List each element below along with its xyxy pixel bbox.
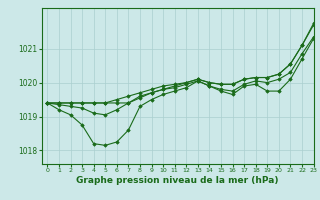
X-axis label: Graphe pression niveau de la mer (hPa): Graphe pression niveau de la mer (hPa) [76,176,279,185]
